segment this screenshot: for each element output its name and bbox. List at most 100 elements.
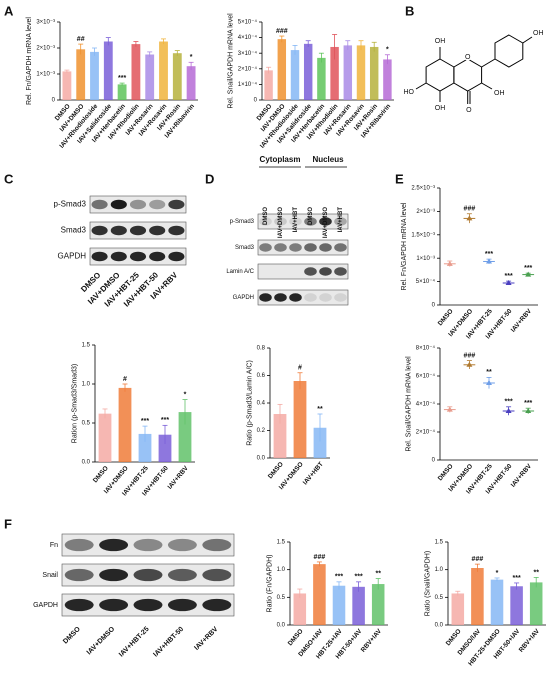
blot-band (133, 568, 163, 582)
significance: *** (505, 399, 513, 406)
significance: *** (505, 273, 513, 280)
y-axis-label: Rel. Fn/GAPDH mRNA level (26, 17, 33, 105)
bar (264, 70, 273, 100)
blot-band (129, 225, 147, 236)
atom-label: OH (533, 30, 544, 37)
blot-lane-label: DMSO (263, 207, 269, 225)
blot-band (149, 251, 166, 262)
x-tick-label: IAV+RBV (510, 462, 534, 488)
y-tick-label: 0.2 (257, 428, 266, 434)
significance: ** (375, 570, 381, 577)
blot-band (319, 293, 332, 302)
significance: ### (464, 352, 476, 359)
blot-band (319, 267, 332, 276)
blot-band (304, 293, 317, 302)
bar (510, 586, 523, 625)
blot-lane-label: DMSO (308, 207, 314, 225)
x-tick-label: RBV+IAV (518, 627, 542, 653)
y-axis-label: Ratio (Fn/GAPDH) (267, 555, 274, 613)
significance: *** (524, 265, 532, 272)
blot-band (99, 598, 129, 612)
y-tick-label: 5×10⁻⁴ (238, 19, 258, 26)
y-tick-label: 0.5 (435, 595, 444, 601)
significance: ### (276, 28, 288, 35)
significance: *** (118, 75, 126, 82)
bar (138, 433, 152, 462)
bar (178, 412, 192, 462)
blot-band (334, 243, 347, 252)
blot-band (259, 243, 272, 252)
chemical-structure (415, 34, 533, 104)
bar (90, 51, 99, 100)
y-axis-label: Ratio (Snail/GAPDH) (425, 551, 432, 616)
bar (356, 45, 366, 100)
y-axis-label: Ration (p-Smad3/Smad3) (72, 364, 79, 443)
blot-band (149, 225, 166, 236)
blot-strip (89, 195, 187, 214)
panel-label: F (4, 516, 12, 531)
blot-band (289, 217, 302, 226)
blot-lane-label: IAV+HBT (338, 207, 344, 233)
y-tick-label: 8×10⁻⁴ (416, 345, 436, 352)
y-tick-label: 1.5 (82, 343, 91, 349)
panel-label: E (395, 171, 404, 186)
y-tick-label: 0.6 (257, 373, 266, 379)
significance: * (190, 54, 193, 61)
significance: ### (464, 206, 476, 213)
significance: * (386, 47, 389, 54)
bar (293, 381, 307, 458)
significance: *** (355, 574, 363, 581)
bar (343, 45, 353, 100)
blot-lane-label: IAV+DMSO (86, 625, 117, 656)
significance: * (496, 570, 499, 577)
y-tick-label: 0.0 (257, 456, 266, 462)
bar (369, 46, 379, 100)
y-tick-label: 0.0 (82, 460, 91, 466)
blot-band (168, 251, 185, 262)
blot-band (289, 293, 302, 302)
x-tick-label: DMSO (92, 465, 110, 484)
blot-row-label: GAPDH (233, 295, 254, 301)
blot-band (202, 538, 232, 552)
blot-band (110, 199, 127, 210)
blot-band (133, 598, 163, 612)
bar (330, 46, 339, 100)
y-tick-label: 2×10⁻³ (36, 46, 55, 52)
blot-band (274, 217, 287, 226)
blot-strip (61, 533, 235, 557)
panel-label: A (4, 3, 14, 18)
bar (451, 593, 465, 625)
y-tick-label: 1.5 (435, 540, 444, 546)
blot-band (167, 568, 197, 582)
y-tick-label: 0 (254, 98, 258, 104)
y-tick-label: 2×10⁻³ (416, 209, 435, 215)
bar (98, 413, 112, 462)
y-tick-label: 0.4 (257, 401, 266, 407)
x-tick-label: RBV+IAV (360, 627, 384, 653)
panel-label: C (4, 171, 14, 186)
blot-row-label: Snail (42, 572, 58, 579)
blot-band (168, 199, 185, 210)
y-tick-label: 4×10⁻⁴ (416, 401, 436, 408)
blot-band (202, 598, 232, 612)
y-tick-label: 1.0 (277, 567, 286, 573)
x-tick-label: DMSO (437, 463, 455, 482)
bar (131, 44, 141, 100)
blot-lane-label: IAV+HBT-50 (152, 626, 185, 659)
blot-band (110, 251, 127, 262)
significance: *** (141, 418, 149, 425)
y-tick-label: 1×10⁻⁴ (238, 81, 258, 88)
y-tick-label: 1.0 (82, 382, 91, 388)
significance: *** (524, 400, 532, 407)
y-tick-label: 0 (432, 303, 436, 309)
bar (529, 582, 543, 625)
blot-band (319, 217, 332, 226)
y-tick-label: 1×10⁻³ (36, 72, 55, 78)
bar (103, 41, 113, 100)
x-tick-label: DMSO (267, 461, 285, 480)
bar (186, 66, 196, 100)
bar (317, 57, 326, 100)
y-tick-label: 0.0 (435, 623, 444, 629)
significance: # (123, 376, 127, 383)
significance: ** (317, 406, 323, 413)
